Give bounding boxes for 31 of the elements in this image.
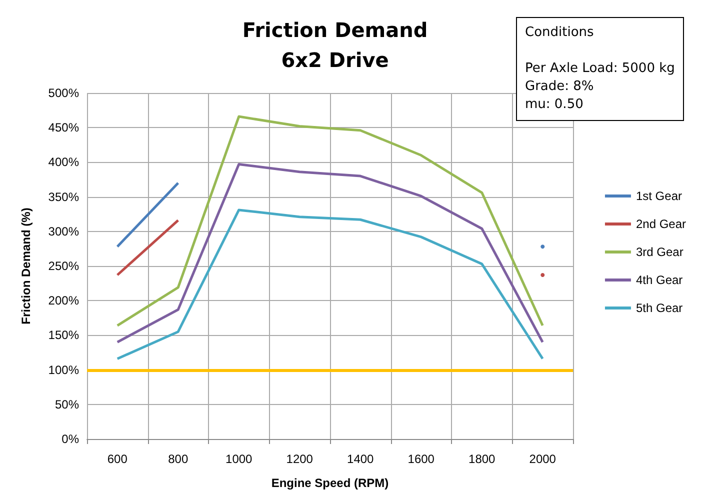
- y-tick-label: 500%: [48, 86, 80, 100]
- y-tick-label: 450%: [48, 120, 80, 135]
- legend-label: 1st Gear: [636, 189, 682, 203]
- legend-label: 4th Gear: [636, 273, 683, 287]
- y-tick-label: 200%: [48, 294, 80, 308]
- y-axis-title: Friction Demand (%): [19, 208, 33, 324]
- x-tick-label: 2000: [529, 452, 556, 466]
- line-series: [116, 208, 544, 360]
- chart-title: Friction Demand 6x2 Drive: [242, 18, 428, 72]
- y-tick-label: 350%: [48, 190, 80, 204]
- line-series: [116, 115, 544, 327]
- y-tick-label: 100%: [48, 362, 80, 377]
- legend-label: 2nd Gear: [636, 217, 686, 231]
- y-tick-label: 250%: [48, 259, 80, 273]
- x-tick-label: 1000: [226, 452, 253, 466]
- line-series: [116, 163, 544, 344]
- y-tick-label: 150%: [48, 328, 80, 342]
- x-tick-label: 800: [168, 452, 188, 466]
- text: Conditions Per Axle Load: 5000 kg Grade: 8% mu: 0.50: [525, 25, 675, 112]
- y-tick-label: 50%: [54, 397, 80, 412]
- x-tick-label: 1800: [468, 452, 496, 466]
- x-tick-label: 1400: [347, 452, 374, 466]
- x-tick-label: 600: [107, 452, 128, 466]
- y-tick-label: 0%: [62, 432, 80, 446]
- y-tick-label: 300%: [48, 224, 80, 238]
- legend-label: 5th Gear: [636, 301, 683, 315]
- x-tick-label: 1600: [408, 452, 435, 466]
- legend-label: 3rd Gear: [636, 245, 684, 259]
- x-tick-label: 1200: [286, 452, 314, 466]
- y-tick-label: 400%: [48, 155, 80, 170]
- x-axis-title: Engine Speed (RPM): [271, 476, 389, 490]
